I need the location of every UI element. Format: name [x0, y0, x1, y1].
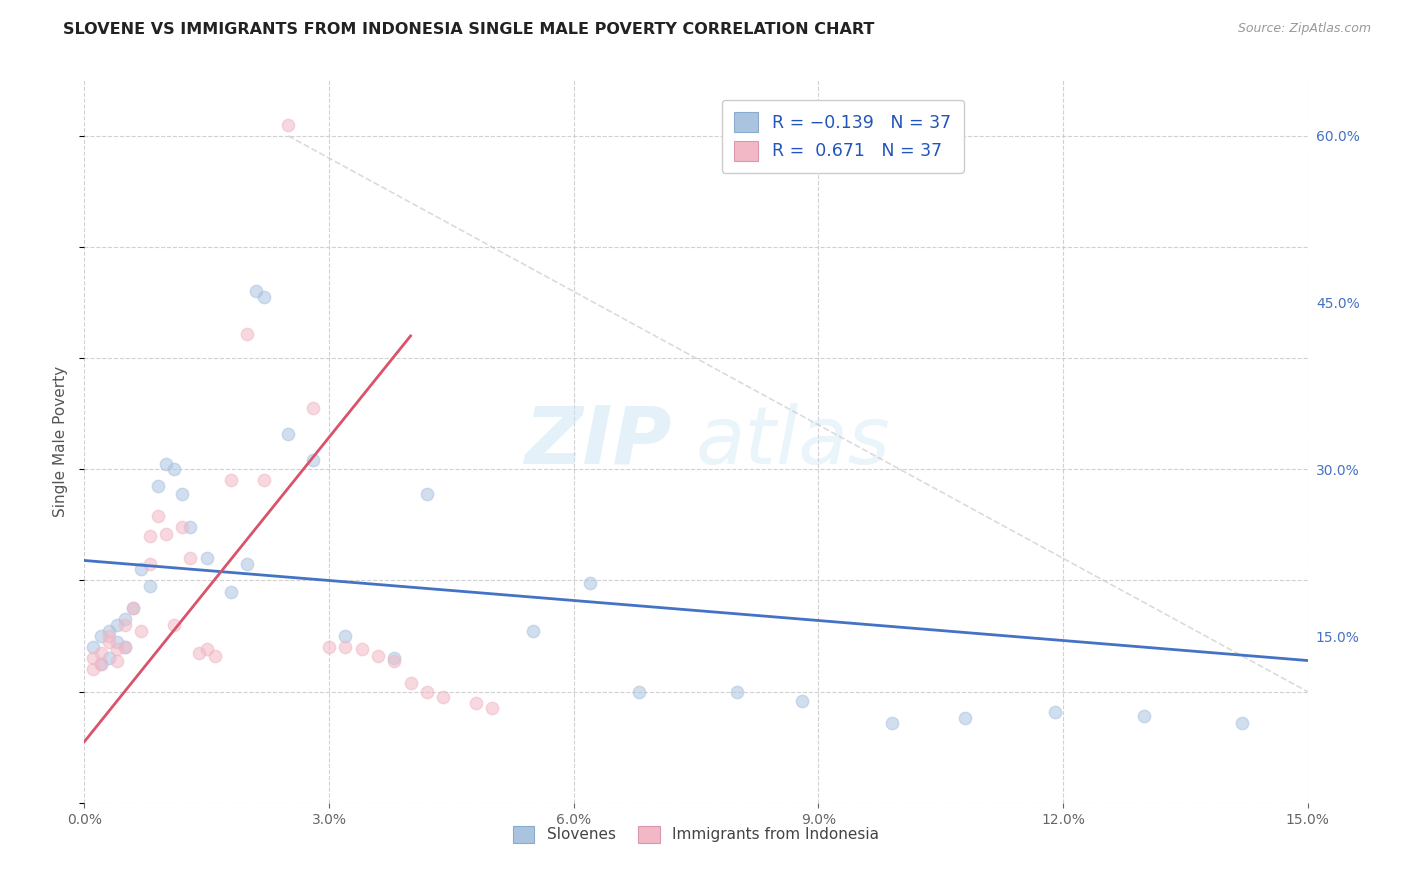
- Point: [114, 612, 136, 626]
- Point: [195, 551, 218, 566]
- Point: [82, 640, 104, 655]
- Point: [277, 118, 299, 132]
- Point: [579, 575, 602, 590]
- Point: [138, 529, 160, 543]
- Point: [301, 401, 323, 416]
- Text: atlas: atlas: [696, 402, 891, 481]
- Point: [416, 684, 439, 698]
- Point: [131, 624, 153, 638]
- Point: [82, 651, 104, 665]
- Text: ZIP: ZIP: [524, 402, 672, 481]
- Point: [416, 487, 439, 501]
- Legend: Slovenes, Immigrants from Indonesia: Slovenes, Immigrants from Indonesia: [506, 820, 886, 849]
- Point: [481, 701, 503, 715]
- Point: [90, 657, 112, 671]
- Point: [105, 618, 128, 632]
- Point: [90, 646, 112, 660]
- Point: [277, 426, 299, 441]
- Point: [97, 634, 120, 648]
- Point: [114, 640, 136, 655]
- Point: [90, 629, 112, 643]
- Point: [318, 640, 340, 655]
- Point: [131, 562, 153, 576]
- Point: [627, 684, 650, 698]
- Point: [163, 618, 186, 632]
- Point: [245, 285, 267, 299]
- Point: [138, 579, 160, 593]
- Point: [122, 601, 145, 615]
- Point: [335, 629, 357, 643]
- Point: [253, 474, 276, 488]
- Point: [335, 640, 357, 655]
- Point: [155, 526, 177, 541]
- Point: [155, 457, 177, 471]
- Point: [138, 557, 160, 571]
- Text: Source: ZipAtlas.com: Source: ZipAtlas.com: [1237, 22, 1371, 36]
- Text: SLOVENE VS IMMIGRANTS FROM INDONESIA SINGLE MALE POVERTY CORRELATION CHART: SLOVENE VS IMMIGRANTS FROM INDONESIA SIN…: [63, 22, 875, 37]
- Point: [97, 651, 120, 665]
- Point: [204, 649, 226, 664]
- Point: [179, 520, 201, 534]
- Point: [114, 618, 136, 632]
- Point: [90, 657, 112, 671]
- Point: [105, 653, 128, 667]
- Point: [1232, 715, 1254, 730]
- Point: [953, 711, 976, 725]
- Point: [172, 520, 194, 534]
- Point: [105, 634, 128, 648]
- Point: [172, 487, 194, 501]
- Point: [382, 651, 405, 665]
- Point: [97, 624, 120, 638]
- Point: [790, 693, 813, 707]
- Point: [114, 640, 136, 655]
- Point: [82, 662, 104, 676]
- Point: [219, 584, 242, 599]
- Point: [219, 474, 242, 488]
- Point: [105, 642, 128, 657]
- Point: [179, 551, 201, 566]
- Point: [464, 696, 486, 710]
- Point: [880, 715, 903, 730]
- Point: [399, 675, 422, 690]
- Point: [163, 462, 186, 476]
- Point: [301, 453, 323, 467]
- Point: [522, 624, 544, 638]
- Y-axis label: Single Male Poverty: Single Male Poverty: [53, 366, 69, 517]
- Point: [253, 290, 276, 304]
- Point: [195, 642, 218, 657]
- Point: [367, 649, 389, 664]
- Point: [187, 646, 209, 660]
- Point: [236, 326, 259, 341]
- Point: [122, 601, 145, 615]
- Point: [146, 479, 169, 493]
- Point: [350, 642, 373, 657]
- Point: [1133, 709, 1156, 723]
- Point: [382, 653, 405, 667]
- Point: [146, 508, 169, 523]
- Point: [432, 690, 454, 705]
- Point: [1043, 705, 1066, 719]
- Point: [725, 684, 748, 698]
- Point: [236, 557, 259, 571]
- Point: [97, 629, 120, 643]
